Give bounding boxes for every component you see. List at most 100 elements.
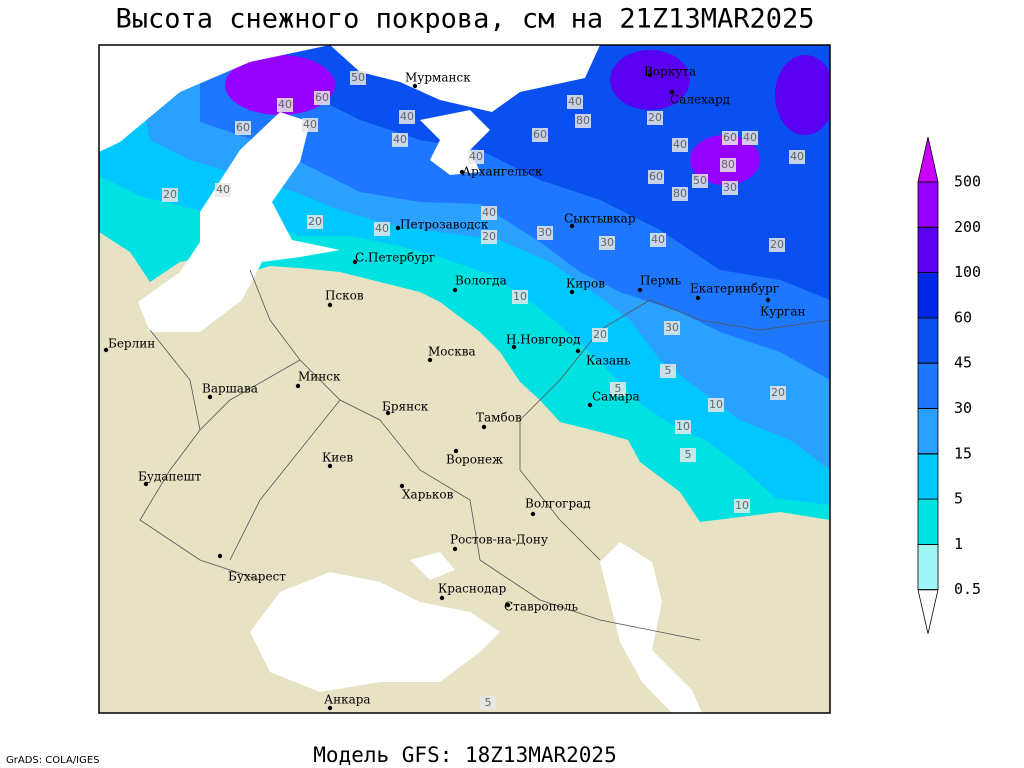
city-dot <box>295 383 301 389</box>
contour-label: 10 <box>676 420 690 433</box>
city-label: Минск <box>298 370 341 384</box>
contour-label: 40 <box>673 138 687 151</box>
city-dot <box>395 225 401 231</box>
title: Высота снежного покрова, см на 21Z13MAR2… <box>116 4 815 35</box>
colorbar-segment <box>917 453 939 500</box>
city-label: Пермь <box>640 274 682 288</box>
map-frame <box>98 44 831 714</box>
city-dot <box>453 448 459 454</box>
city-dot <box>459 169 465 175</box>
city-label: Волгоград <box>525 497 591 511</box>
contour-label-bg <box>215 183 231 197</box>
city-label: Тамбов <box>476 411 522 425</box>
city-dot <box>569 289 575 295</box>
contour-label: 30 <box>665 321 679 334</box>
contour-label-bg <box>480 696 496 710</box>
contour-label-bg <box>481 230 497 244</box>
contour-label: 40 <box>482 206 496 219</box>
contour-label: 10 <box>709 398 723 411</box>
contour-label: 30 <box>723 181 737 194</box>
contour-label-bg <box>162 188 178 202</box>
colorbar-segment <box>917 408 939 455</box>
contour-label-bg <box>374 222 390 236</box>
contour-label-bg <box>742 131 758 145</box>
colorbar-label: 30 <box>954 399 972 417</box>
contour-label-bg <box>277 98 293 112</box>
city-label: Салехард <box>670 93 730 107</box>
city-dot <box>143 481 149 487</box>
city-dot <box>327 463 333 469</box>
colorbar-label: 5 <box>954 490 963 508</box>
contour-label-bg <box>610 382 626 396</box>
city-label: Воркута <box>644 65 696 79</box>
contour-label-bg <box>399 110 415 124</box>
contour-label: 40 <box>393 133 407 146</box>
contour-label: 40 <box>651 233 665 246</box>
city-dot <box>327 302 333 308</box>
contour-label-bg <box>769 238 785 252</box>
contour-label: 20 <box>482 230 496 243</box>
city-dot <box>505 602 511 608</box>
colorbar-segment <box>917 136 939 183</box>
city-dot <box>352 259 358 265</box>
contour-label: 40 <box>790 150 804 163</box>
colorbar-label: 1 <box>954 535 963 553</box>
city-label: Курган <box>760 305 805 319</box>
borders <box>139 269 830 641</box>
contour-label-bg <box>660 364 676 378</box>
city-label: Ростов-на-Дону <box>450 533 548 547</box>
city-dot <box>103 347 109 353</box>
contour-label-bg <box>307 215 323 229</box>
colorbar-segment <box>917 181 939 228</box>
contour-label-bg <box>314 91 330 105</box>
contour-label: 40 <box>375 222 389 235</box>
contour-label-bg <box>647 111 663 125</box>
city-label: С.Петербург <box>355 251 435 265</box>
colorbar-segment <box>917 498 939 545</box>
contour-label-bg <box>512 290 528 304</box>
colorbar-segment <box>917 589 939 634</box>
contour-label: 5 <box>665 364 672 377</box>
baltic-sea <box>138 112 340 332</box>
contour-label-bg <box>537 226 553 240</box>
city-label: Н.Новгород <box>506 333 581 347</box>
colorbar-label: 45 <box>954 354 972 372</box>
city-label: Сыктывкар <box>564 212 636 226</box>
city-label: Ставрополь <box>504 600 578 614</box>
contour-label: 20 <box>770 238 784 251</box>
city-label: Мурманск <box>405 71 471 85</box>
contour-label: 40 <box>469 150 483 163</box>
contour-label: 50 <box>351 71 365 84</box>
contour-label-bg <box>575 114 591 128</box>
contour-label-bg <box>789 150 805 164</box>
contour-label: 50 <box>693 174 707 187</box>
city-dot <box>765 297 771 303</box>
city-label: Киев <box>322 451 353 465</box>
city-dot <box>575 348 581 354</box>
arctic-sea <box>99 45 330 152</box>
credit: GrADS: COLA/IGES <box>6 755 100 766</box>
snow-200cm <box>225 55 335 115</box>
colorbar-segment <box>917 317 939 364</box>
contour-label-bg <box>481 206 497 220</box>
caspian-sea <box>600 542 702 713</box>
footer: Модель GFS: 18Z13MAR2025 <box>313 743 616 767</box>
contour-label: 40 <box>278 98 292 111</box>
colorbar-segment <box>917 226 939 274</box>
contour-label-bg <box>592 328 608 342</box>
contour-label: 5 <box>615 382 622 395</box>
snow-60cm <box>280 45 830 300</box>
contour-label-bg <box>720 158 736 172</box>
colorbar-label: 60 <box>954 308 972 326</box>
colorbar-label: 200 <box>954 218 981 236</box>
city-label: Вологда <box>455 274 507 288</box>
barents-sea <box>330 45 600 112</box>
contour-label: 20 <box>648 111 662 124</box>
snow-100cm <box>775 55 830 135</box>
contour-label-bg <box>708 398 724 412</box>
contour-label: 80 <box>721 158 735 171</box>
contour-label-bg <box>468 150 484 164</box>
contour-label: 60 <box>236 121 250 134</box>
contour-label-bg <box>650 233 666 247</box>
